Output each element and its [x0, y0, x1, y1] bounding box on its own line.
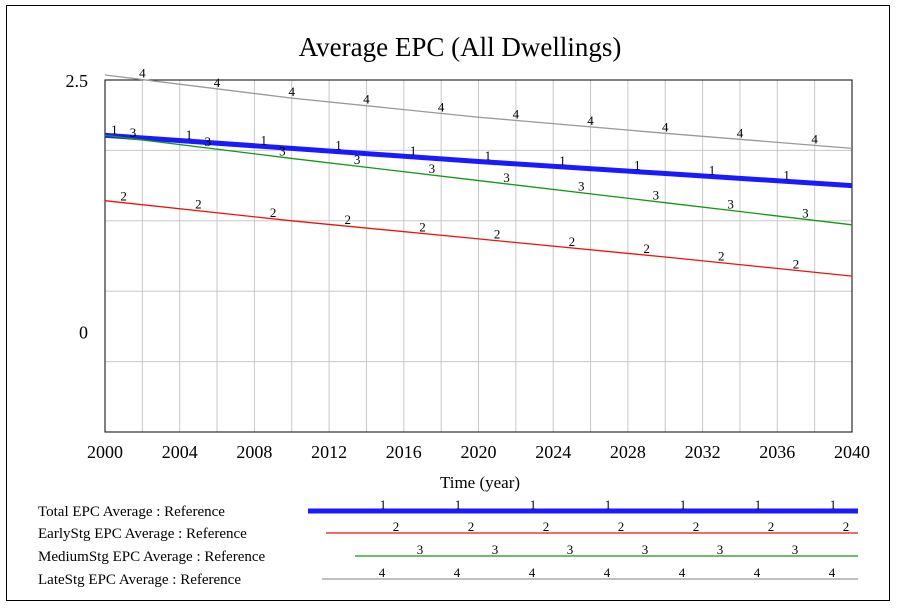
series-marker-2: 2 [270, 205, 277, 220]
series-marker-2: 2 [345, 212, 352, 227]
tick-labels: 2000 2004 2008 2012 2016 2020 2024 2028 2032 2036… [66, 71, 871, 462]
series-marker-3: 3 [802, 205, 809, 220]
series-marker-1: 1 [485, 148, 492, 163]
x-tick-label: 2028 [610, 442, 646, 462]
legend-marker: 4 [679, 565, 686, 580]
x-axis-label: Time (year) [440, 473, 520, 492]
series-marker-4: 4 [811, 131, 818, 146]
series-marker-4: 4 [587, 113, 594, 128]
x-tick-label: 2032 [685, 442, 721, 462]
x-tick-label: 2024 [535, 442, 571, 462]
x-tick-label: 2036 [759, 442, 795, 462]
series-marker-4: 4 [363, 92, 370, 107]
legend-marker: 1 [830, 497, 837, 512]
legend-marker: 2 [393, 519, 400, 534]
legend-marker: 1 [455, 497, 462, 512]
legend-marker: 1 [680, 497, 687, 512]
x-tick-label: 2016 [386, 442, 422, 462]
legend-label: EarlyStg EPC Average : Reference [38, 526, 247, 542]
series-line-4 [104, 74, 853, 150]
series-marker-2: 2 [494, 227, 501, 242]
legend-marker: 4 [754, 565, 761, 580]
series-line-1 [104, 132, 853, 189]
x-tick-label: 2040 [834, 442, 870, 462]
chart-title: Average EPC (All Dwellings) [299, 32, 622, 62]
series-marker-1: 1 [335, 138, 342, 153]
legend-marker: 4 [529, 565, 536, 580]
series-marker-2: 2 [120, 189, 127, 204]
legend-marker: 2 [618, 519, 625, 534]
series-line-3 [104, 134, 853, 226]
series-marker-3: 3 [130, 125, 137, 140]
series-marker-3: 3 [204, 134, 211, 149]
series-marker-2: 2 [419, 219, 426, 234]
legend-marker: 2 [768, 519, 775, 534]
legend-marker: 3 [717, 542, 724, 557]
series-marker-3: 3 [503, 170, 510, 185]
grid [105, 80, 852, 432]
series-marker-1: 1 [111, 122, 118, 137]
series-marker-3: 3 [653, 188, 660, 203]
y-tick-label: 2.5 [66, 71, 89, 91]
series-marker-3: 3 [354, 152, 361, 167]
series-marker-3: 3 [429, 161, 436, 176]
legend-label: MediumStg EPC Average : Reference [38, 549, 266, 565]
legend-marker: 2 [843, 519, 850, 534]
legend-marker: 1 [605, 497, 612, 512]
series-marker-2: 2 [643, 241, 650, 256]
series-line-2 [104, 200, 853, 277]
series-marker-2: 2 [793, 256, 800, 271]
series-marker-4: 4 [438, 99, 445, 114]
series-marker-2: 2 [195, 197, 202, 212]
series-marker-1: 1 [783, 167, 790, 182]
legend-marker: 3 [642, 542, 649, 557]
series-marker-3: 3 [578, 179, 585, 194]
legend-marker: 1 [530, 497, 537, 512]
series-marker-1: 1 [410, 143, 417, 158]
axes [104, 79, 853, 433]
series-marker-4: 4 [289, 84, 296, 99]
series-marker-2: 2 [718, 249, 725, 264]
legend-marker: 2 [468, 519, 475, 534]
y-tick-label: 0 [79, 322, 88, 342]
series-marker-1: 1 [260, 132, 267, 147]
series-marker-4: 4 [737, 125, 744, 140]
series-marker-3: 3 [279, 143, 286, 158]
plot-area-border [104, 79, 853, 433]
legend-marker: 4 [604, 565, 611, 580]
x-tick-label: 2012 [311, 442, 347, 462]
legend-marker: 3 [792, 542, 799, 557]
legend-marker: 3 [417, 542, 424, 557]
legend-marker: 2 [543, 519, 550, 534]
series-marker-1: 1 [634, 158, 641, 173]
series-marker-1: 1 [709, 163, 716, 178]
legend-marker: 4 [454, 565, 461, 580]
chart-frame [6, 5, 890, 601]
legend-marker: 2 [693, 519, 700, 534]
legend-marker: 1 [755, 497, 762, 512]
legend: Total EPC Average : Reference 1 1 1 1 1 1 1 Earl… [38, 497, 858, 588]
series-marker-4: 4 [214, 75, 221, 90]
series-marker-4: 4 [139, 66, 146, 81]
series-layer: 1 1 1 1 1 1 1 1 1 1 2 2 2 2 2 2 2 2 2 2 3 3 3 3 3 3 3 3 3 3 4 4 4 4 4 4 4 4 4 4 [104, 66, 853, 277]
legend-marker: 4 [829, 565, 836, 580]
series-marker-1: 1 [559, 153, 566, 168]
x-tick-label: 2008 [236, 442, 272, 462]
legend-marker: 4 [379, 565, 386, 580]
series-marker-2: 2 [569, 234, 576, 249]
series-marker-4: 4 [662, 119, 669, 134]
legend-label: LateStg EPC Average : Reference [38, 572, 241, 588]
legend-label: Total EPC Average : Reference [38, 504, 225, 520]
legend-marker: 1 [380, 497, 387, 512]
x-tick-label: 2004 [162, 442, 198, 462]
legend-marker: 3 [492, 542, 499, 557]
series-marker-4: 4 [513, 106, 520, 121]
series-marker-1: 1 [186, 127, 193, 142]
legend-marker: 3 [567, 542, 574, 557]
x-tick-label: 2020 [461, 442, 497, 462]
series-marker-3: 3 [727, 196, 734, 211]
x-tick-label: 2000 [87, 442, 123, 462]
